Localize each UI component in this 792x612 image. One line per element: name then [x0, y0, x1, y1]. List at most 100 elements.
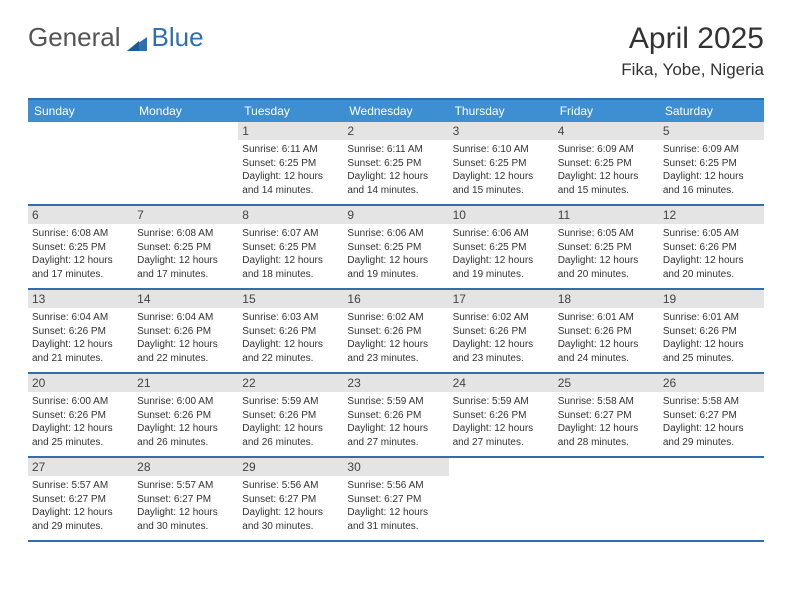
daylight-text: Daylight: 12 hours and 23 minutes.: [453, 338, 550, 365]
daylight-text: Daylight: 12 hours and 26 minutes.: [242, 422, 339, 449]
sunrise-text: Sunrise: 5:59 AM: [347, 395, 444, 409]
day-number: 30: [343, 458, 448, 476]
daylight-text: Daylight: 12 hours and 25 minutes.: [32, 422, 129, 449]
day-number: 21: [133, 374, 238, 392]
day-info: Sunrise: 6:11 AMSunset: 6:25 PMDaylight:…: [343, 140, 448, 201]
day-cell: 27Sunrise: 5:57 AMSunset: 6:27 PMDayligh…: [28, 458, 133, 540]
sunset-text: Sunset: 6:26 PM: [347, 325, 444, 339]
sunrise-text: Sunrise: 6:00 AM: [32, 395, 129, 409]
daylight-text: Daylight: 12 hours and 28 minutes.: [558, 422, 655, 449]
day-cell: 7Sunrise: 6:08 AMSunset: 6:25 PMDaylight…: [133, 206, 238, 288]
brand-text-2: Blue: [152, 22, 204, 53]
sunrise-text: Sunrise: 6:07 AM: [242, 227, 339, 241]
day-number: 12: [659, 206, 764, 224]
daylight-text: Daylight: 12 hours and 22 minutes.: [242, 338, 339, 365]
day-info: Sunrise: 6:00 AMSunset: 6:26 PMDaylight:…: [133, 392, 238, 453]
day-info: Sunrise: 6:05 AMSunset: 6:25 PMDaylight:…: [554, 224, 659, 285]
day-number: 27: [28, 458, 133, 476]
day-info: Sunrise: 6:07 AMSunset: 6:25 PMDaylight:…: [238, 224, 343, 285]
empty-cell: .: [449, 458, 554, 540]
sunset-text: Sunset: 6:27 PM: [347, 493, 444, 507]
sunrise-text: Sunrise: 6:10 AM: [453, 143, 550, 157]
week-row: 20Sunrise: 6:00 AMSunset: 6:26 PMDayligh…: [28, 374, 764, 458]
day-number: 26: [659, 374, 764, 392]
day-number: 11: [554, 206, 659, 224]
day-number: 1: [238, 122, 343, 140]
day-info: Sunrise: 6:01 AMSunset: 6:26 PMDaylight:…: [554, 308, 659, 369]
day-number: 29: [238, 458, 343, 476]
day-cell: 2Sunrise: 6:11 AMSunset: 6:25 PMDaylight…: [343, 122, 448, 204]
sunrise-text: Sunrise: 6:05 AM: [558, 227, 655, 241]
sunrise-text: Sunrise: 6:08 AM: [137, 227, 234, 241]
daylight-text: Daylight: 12 hours and 15 minutes.: [558, 170, 655, 197]
day-number: 19: [659, 290, 764, 308]
daylight-text: Daylight: 12 hours and 27 minutes.: [347, 422, 444, 449]
day-cell: 20Sunrise: 6:00 AMSunset: 6:26 PMDayligh…: [28, 374, 133, 456]
brand-logo: General Blue: [28, 22, 204, 53]
week-row: ..1Sunrise: 6:11 AMSunset: 6:25 PMDaylig…: [28, 122, 764, 206]
sunset-text: Sunset: 6:25 PM: [242, 241, 339, 255]
day-info: Sunrise: 5:57 AMSunset: 6:27 PMDaylight:…: [28, 476, 133, 537]
sunrise-text: Sunrise: 6:06 AM: [347, 227, 444, 241]
daylight-text: Daylight: 12 hours and 16 minutes.: [663, 170, 760, 197]
daylight-text: Daylight: 12 hours and 19 minutes.: [347, 254, 444, 281]
sunrise-text: Sunrise: 6:01 AM: [663, 311, 760, 325]
sunrise-text: Sunrise: 6:11 AM: [347, 143, 444, 157]
sail-icon: [125, 29, 149, 47]
day-info: Sunrise: 6:11 AMSunset: 6:25 PMDaylight:…: [238, 140, 343, 201]
day-number: 4: [554, 122, 659, 140]
day-header: Wednesday: [343, 100, 448, 122]
sunset-text: Sunset: 6:26 PM: [32, 325, 129, 339]
day-cell: 13Sunrise: 6:04 AMSunset: 6:26 PMDayligh…: [28, 290, 133, 372]
day-cell: 24Sunrise: 5:59 AMSunset: 6:26 PMDayligh…: [449, 374, 554, 456]
day-number: 13: [28, 290, 133, 308]
daylight-text: Daylight: 12 hours and 15 minutes.: [453, 170, 550, 197]
sunset-text: Sunset: 6:26 PM: [663, 325, 760, 339]
day-info: Sunrise: 6:10 AMSunset: 6:25 PMDaylight:…: [449, 140, 554, 201]
sunset-text: Sunset: 6:27 PM: [32, 493, 129, 507]
day-header: Tuesday: [238, 100, 343, 122]
day-info: Sunrise: 5:58 AMSunset: 6:27 PMDaylight:…: [554, 392, 659, 453]
day-cell: 30Sunrise: 5:56 AMSunset: 6:27 PMDayligh…: [343, 458, 448, 540]
empty-cell: .: [28, 122, 133, 204]
sunrise-text: Sunrise: 6:04 AM: [137, 311, 234, 325]
sunrise-text: Sunrise: 6:02 AM: [453, 311, 550, 325]
day-header-row: SundayMondayTuesdayWednesdayThursdayFrid…: [28, 100, 764, 122]
day-cell: 8Sunrise: 6:07 AMSunset: 6:25 PMDaylight…: [238, 206, 343, 288]
day-header: Sunday: [28, 100, 133, 122]
daylight-text: Daylight: 12 hours and 20 minutes.: [558, 254, 655, 281]
day-header: Monday: [133, 100, 238, 122]
day-cell: 10Sunrise: 6:06 AMSunset: 6:25 PMDayligh…: [449, 206, 554, 288]
day-cell: 6Sunrise: 6:08 AMSunset: 6:25 PMDaylight…: [28, 206, 133, 288]
sunrise-text: Sunrise: 6:03 AM: [242, 311, 339, 325]
sunset-text: Sunset: 6:25 PM: [663, 157, 760, 171]
daylight-text: Daylight: 12 hours and 26 minutes.: [137, 422, 234, 449]
daylight-text: Daylight: 12 hours and 29 minutes.: [663, 422, 760, 449]
brand-text-1: General: [28, 22, 121, 53]
sunset-text: Sunset: 6:26 PM: [558, 325, 655, 339]
day-cell: 15Sunrise: 6:03 AMSunset: 6:26 PMDayligh…: [238, 290, 343, 372]
day-cell: 12Sunrise: 6:05 AMSunset: 6:26 PMDayligh…: [659, 206, 764, 288]
day-cell: 21Sunrise: 6:00 AMSunset: 6:26 PMDayligh…: [133, 374, 238, 456]
day-number: 9: [343, 206, 448, 224]
sunrise-text: Sunrise: 6:08 AM: [32, 227, 129, 241]
week-row: 27Sunrise: 5:57 AMSunset: 6:27 PMDayligh…: [28, 458, 764, 542]
day-info: Sunrise: 6:06 AMSunset: 6:25 PMDaylight:…: [449, 224, 554, 285]
day-info: Sunrise: 6:04 AMSunset: 6:26 PMDaylight:…: [28, 308, 133, 369]
day-info: Sunrise: 6:04 AMSunset: 6:26 PMDaylight:…: [133, 308, 238, 369]
day-number: 17: [449, 290, 554, 308]
day-number: 2: [343, 122, 448, 140]
day-header: Saturday: [659, 100, 764, 122]
day-info: Sunrise: 5:59 AMSunset: 6:26 PMDaylight:…: [238, 392, 343, 453]
day-cell: 14Sunrise: 6:04 AMSunset: 6:26 PMDayligh…: [133, 290, 238, 372]
sunrise-text: Sunrise: 6:09 AM: [558, 143, 655, 157]
day-number: 25: [554, 374, 659, 392]
week-row: 13Sunrise: 6:04 AMSunset: 6:26 PMDayligh…: [28, 290, 764, 374]
sunrise-text: Sunrise: 6:00 AM: [137, 395, 234, 409]
day-cell: 25Sunrise: 5:58 AMSunset: 6:27 PMDayligh…: [554, 374, 659, 456]
day-info: Sunrise: 6:05 AMSunset: 6:26 PMDaylight:…: [659, 224, 764, 285]
sunset-text: Sunset: 6:25 PM: [453, 157, 550, 171]
sunset-text: Sunset: 6:26 PM: [453, 409, 550, 423]
day-cell: 3Sunrise: 6:10 AMSunset: 6:25 PMDaylight…: [449, 122, 554, 204]
day-number: 6: [28, 206, 133, 224]
